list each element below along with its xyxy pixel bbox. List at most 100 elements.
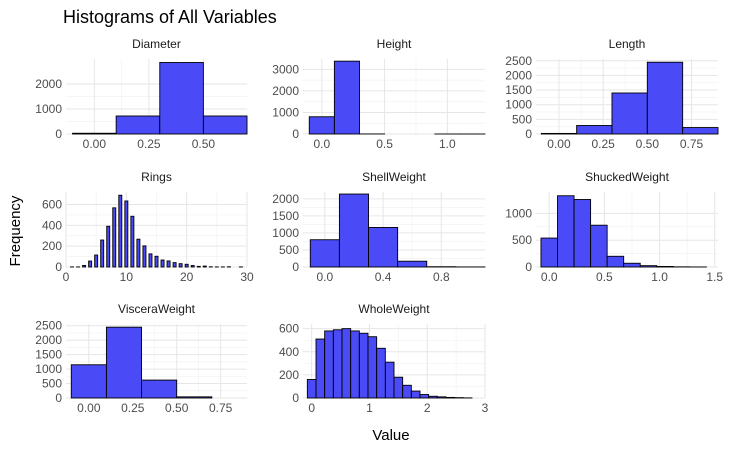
histogram-bar xyxy=(307,380,316,399)
x-tick-label: 0 xyxy=(63,270,70,284)
x-tick-label: 30 xyxy=(240,270,254,284)
histogram-bar xyxy=(577,126,612,134)
x-tick-label: 1.0 xyxy=(651,270,668,284)
histogram-bar xyxy=(558,196,575,267)
x-tick-label: 1.0 xyxy=(439,137,456,151)
x-tick-label: 0.00 xyxy=(547,137,571,151)
chart-title: Histograms of All Variables xyxy=(63,7,277,27)
y-tick-label: 2500 xyxy=(505,54,532,68)
histogram-bar xyxy=(137,239,140,267)
y-tick-label: 500 xyxy=(279,243,299,257)
x-tick-label: 0.00 xyxy=(77,401,101,415)
histogram-bar xyxy=(333,330,342,398)
facet-label: VisceraWeight xyxy=(118,302,196,316)
histogram-bar xyxy=(155,256,158,267)
histogram-bar xyxy=(101,240,104,267)
y-tick-label: 1000 xyxy=(35,102,62,116)
histogram-bar xyxy=(71,365,106,398)
x-tick-label: 0.5 xyxy=(596,270,613,284)
histogram-bar xyxy=(316,339,325,398)
histogram-bar xyxy=(683,128,718,134)
y-tick-label: 2000 xyxy=(35,333,62,347)
x-tick-label: 0.4 xyxy=(375,270,392,284)
y-tick-label: 500 xyxy=(512,112,532,126)
x-tick-label: 0.0 xyxy=(313,137,330,151)
facet-label: Length xyxy=(609,37,646,51)
histogram-bar xyxy=(411,391,420,398)
histogram-bar xyxy=(125,201,128,267)
facet-label: Rings xyxy=(141,170,172,184)
y-tick-label: 600 xyxy=(42,198,62,212)
histogram-bar xyxy=(377,348,386,398)
histogram-bar xyxy=(83,265,86,267)
x-tick-label: 3 xyxy=(482,401,489,415)
histogram-bar xyxy=(89,261,92,267)
y-tick-label: 2500 xyxy=(35,319,62,333)
histogram-bar xyxy=(143,246,146,267)
histogram-bar xyxy=(113,208,116,267)
facet-label: Diameter xyxy=(132,37,181,51)
x-tick-label: 10 xyxy=(120,270,134,284)
histogram-bar xyxy=(95,255,98,267)
histogram-bar xyxy=(437,397,446,398)
x-tick-label: 0.25 xyxy=(137,137,161,151)
y-tick-label: 1000 xyxy=(35,362,62,376)
histogram-bar xyxy=(342,329,351,398)
y-tick-label: 0 xyxy=(292,391,299,405)
histogram-bar xyxy=(339,194,368,267)
histogram-bar xyxy=(185,264,188,267)
y-tick-label: 2000 xyxy=(272,192,299,206)
y-tick-label: 500 xyxy=(42,377,62,391)
histogram-bar xyxy=(398,261,427,267)
y-tick-label: 1500 xyxy=(35,348,62,362)
x-tick-label: 0.0 xyxy=(541,270,558,284)
histogram-bar xyxy=(142,380,177,398)
histogram-bar xyxy=(647,62,682,134)
histogram-bar xyxy=(310,240,339,267)
x-tick-label: 20 xyxy=(180,270,194,284)
histogram-bar xyxy=(325,331,334,398)
histogram-bar xyxy=(131,216,134,267)
facet-label: WholeWeight xyxy=(358,302,430,316)
x-axis-title: Value xyxy=(372,427,409,444)
histogram-bar xyxy=(369,227,398,267)
x-tick-label: 0.5 xyxy=(376,137,393,151)
histogram-bar xyxy=(334,61,359,134)
y-tick-label: 2000 xyxy=(505,68,532,82)
x-tick-label: 0.75 xyxy=(209,401,233,415)
y-tick-label: 2000 xyxy=(35,77,62,91)
histogram-bar xyxy=(368,337,377,398)
x-tick-label: 0.50 xyxy=(636,137,660,151)
histogram-bar xyxy=(177,397,212,398)
histogram-bar xyxy=(420,395,429,398)
facet-label: ShellWeight xyxy=(362,170,426,184)
x-tick-label: 0.25 xyxy=(591,137,615,151)
x-tick-label: 0 xyxy=(308,401,315,415)
histogram-bar xyxy=(191,266,194,267)
y-tick-label: 0 xyxy=(292,260,299,274)
histogram-bar xyxy=(116,116,160,134)
facet-label: Height xyxy=(377,37,412,51)
histogram-bar xyxy=(574,200,591,268)
histogram-bar xyxy=(359,333,368,398)
y-tick-label: 0 xyxy=(525,260,532,274)
histogram-bar xyxy=(106,327,141,398)
histogram-bar xyxy=(394,377,403,398)
histogram-bar xyxy=(203,116,247,134)
histogram-bar xyxy=(624,263,641,267)
y-tick-label: 200 xyxy=(279,368,299,382)
histogram-bar xyxy=(541,133,576,134)
histogram-bar xyxy=(591,225,608,267)
y-tick-label: 1000 xyxy=(505,206,532,220)
y-tick-label: 600 xyxy=(279,322,299,336)
y-tick-label: 2000 xyxy=(272,84,299,98)
histogram-bar xyxy=(640,266,657,267)
y-tick-label: 3000 xyxy=(272,62,299,76)
histogram-bar xyxy=(73,133,117,134)
